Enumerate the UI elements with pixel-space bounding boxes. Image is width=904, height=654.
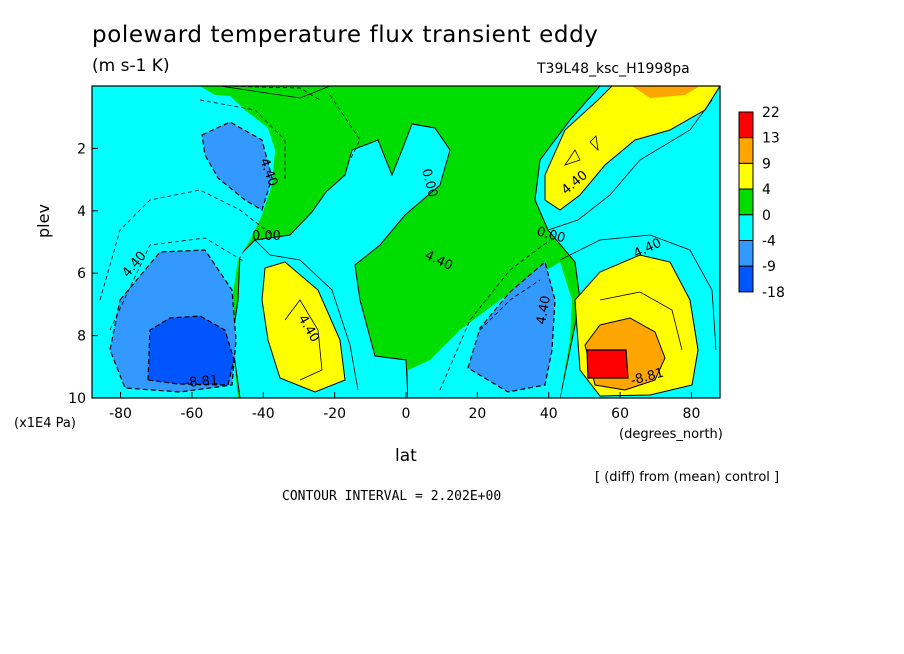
chart-units: (m s-1 K): [92, 56, 170, 76]
x-tick-label: 40: [540, 406, 558, 422]
x-tick-label: -80: [109, 406, 132, 422]
contour-interval: CONTOUR INTERVAL = 2.202E+00: [282, 489, 502, 504]
contour-label: 0.00: [418, 167, 440, 199]
x-tick-label: 20: [468, 406, 486, 422]
colorbar-label: -9: [762, 259, 776, 275]
colorbar-label: 4: [762, 182, 771, 198]
colorbar-swatch: [738, 265, 754, 293]
contour-label: 0.00: [252, 229, 281, 244]
x-ticks: -80 -60 -40 -20 0 20 40 60 80: [109, 392, 700, 422]
colorbar-swatch: [738, 137, 754, 164]
solid-contours: [219, 86, 717, 391]
x-tick-label: -20: [323, 406, 346, 422]
plot-field: [92, 86, 720, 398]
y-tick-label: 2: [77, 141, 86, 157]
colorbar-label: 22: [762, 105, 780, 121]
colorbar-label: -4: [762, 234, 776, 250]
x-tick-label: -60: [180, 406, 203, 422]
negative-core-right: [467, 260, 556, 393]
x-tick-label: 60: [611, 406, 629, 422]
run-label: T39L48_ksc_H1998pa: [537, 61, 690, 77]
negative-core-upper-left: [201, 121, 273, 211]
colorbar-swatch: [738, 240, 754, 267]
contour-label: 0.00: [535, 224, 567, 246]
x-tick-label: 0: [402, 406, 411, 422]
y-tick-label: 6: [77, 266, 86, 282]
colorbar-label: -18: [762, 285, 785, 301]
colorbar-swatch: [738, 111, 754, 139]
contour-label: -8.81: [184, 373, 219, 391]
x-tick-label: 80: [683, 406, 701, 422]
colorbar-swatch: [738, 162, 754, 190]
colorbar: 22 13 9 4 0 -4 -9 -18: [738, 105, 785, 301]
x-axis-label: lat: [395, 446, 417, 466]
colorbar-label: 13: [762, 131, 780, 147]
y-ticks: 2 4 6 8 10: [68, 141, 98, 407]
colorbar-label: 9: [762, 156, 771, 172]
y-tick-label: 4: [77, 204, 86, 220]
colorbar-swatch: [738, 214, 754, 242]
y-tick-label: 8: [77, 329, 86, 345]
colorbar-swatch: [738, 188, 754, 216]
positive-region-right-top: [544, 86, 720, 211]
orange-top-right: [632, 86, 700, 98]
contour-label: 4.40: [534, 295, 554, 326]
green-upper-mid: [415, 245, 480, 330]
chart-title: poleward temperature flux transient eddy: [92, 22, 599, 48]
footnote: [ (diff) from (mean) control ]: [595, 470, 780, 485]
y-axis-units: (x1E4 Pa): [14, 416, 76, 431]
dashed-contours: [99, 86, 551, 391]
y-tick-label: 10: [68, 391, 86, 407]
positive-region-left: [261, 261, 346, 393]
x-tick-label: -40: [252, 406, 275, 422]
maximum-core: [586, 349, 629, 379]
deep-negative-core: [147, 315, 235, 386]
colorbar-label: 0: [762, 208, 771, 224]
x-axis-units: (degrees_north): [619, 427, 723, 442]
